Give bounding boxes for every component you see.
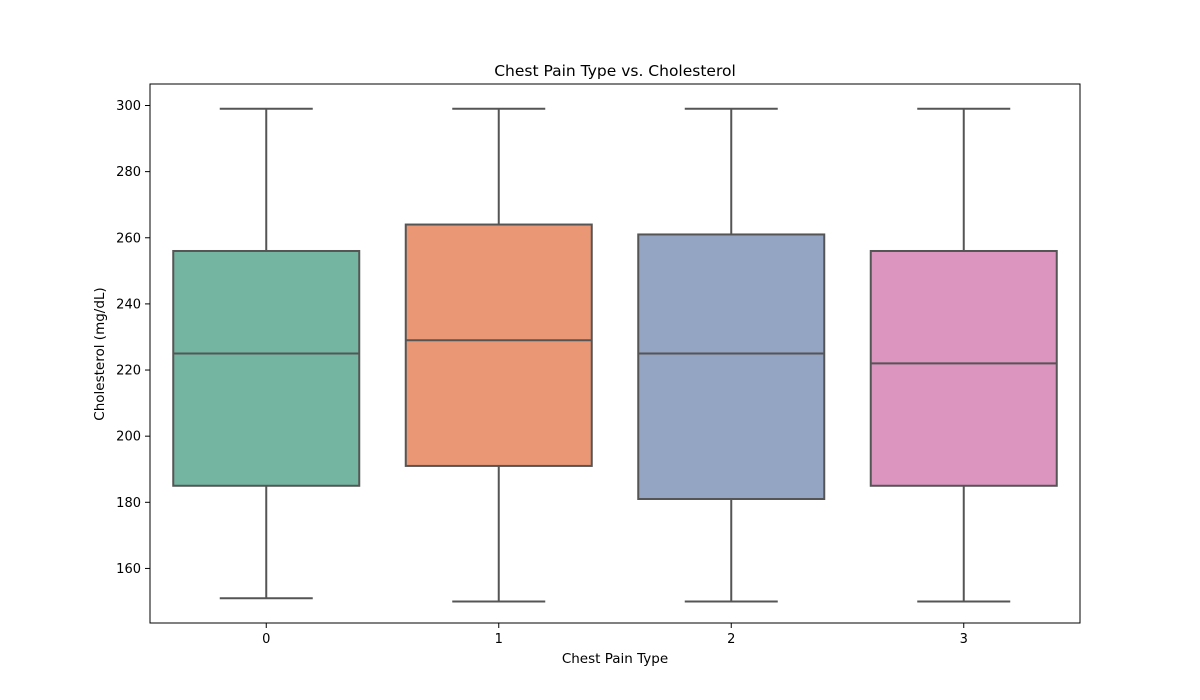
y-tick-label: 220 xyxy=(116,364,141,379)
box-0 xyxy=(172,107,361,600)
box-iqr xyxy=(869,249,1058,487)
box-group xyxy=(172,107,1058,603)
y-tick-label: 260 xyxy=(116,231,141,246)
x-tick-label: 1 xyxy=(495,632,503,647)
x-tick-label: 0 xyxy=(262,632,270,647)
y-axis: 160 180 200 220 240 260 280 300 xyxy=(116,99,150,577)
y-tick-label: 240 xyxy=(116,297,141,312)
plot-frame xyxy=(149,83,1081,624)
y-tick-label: 200 xyxy=(116,430,141,445)
y-tick-label: 160 xyxy=(116,562,141,577)
x-axis: 0 1 2 3 xyxy=(262,623,968,647)
box-3 xyxy=(869,107,1058,603)
chart-title: Chest Pain Type vs. Cholesterol xyxy=(494,62,736,80)
y-axis-label: Cholesterol (mg/dL) xyxy=(92,287,108,420)
y-tick-label: 280 xyxy=(116,165,141,180)
x-axis-label: Chest Pain Type xyxy=(562,651,668,667)
box-iqr xyxy=(637,233,826,500)
box-iqr xyxy=(172,249,361,487)
y-tick-label: 300 xyxy=(116,99,141,114)
box-iqr xyxy=(404,223,593,467)
box-1 xyxy=(404,107,593,603)
x-tick-label: 3 xyxy=(960,632,968,647)
x-tick-label: 2 xyxy=(727,632,735,647)
box-2 xyxy=(637,107,826,603)
y-tick-label: 180 xyxy=(116,496,141,511)
